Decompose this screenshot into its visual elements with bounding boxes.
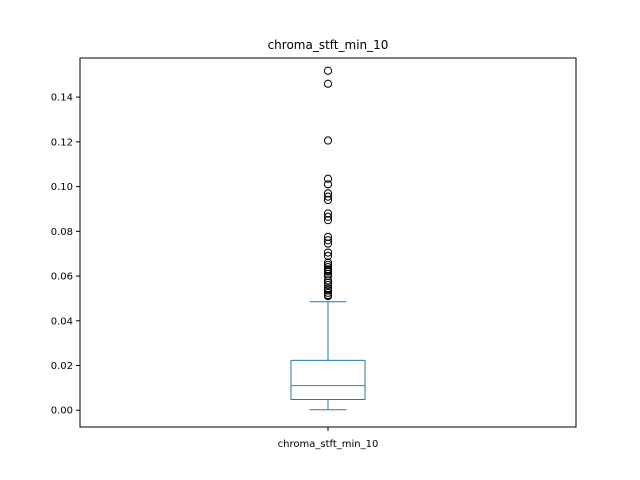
outlier-point [323, 239, 333, 248]
outlier-point [323, 236, 333, 245]
outlier-point [323, 216, 333, 225]
outlier-point [323, 267, 333, 276]
y-tick-label: 0.04 [51, 316, 73, 327]
chart-title: chroma_stft_min_10 [268, 38, 389, 52]
outlier-point [323, 212, 333, 221]
outlier-point [323, 278, 333, 287]
outlier-point [323, 66, 333, 75]
y-tick-label: 0.00 [51, 406, 73, 417]
outlier-point [323, 276, 333, 285]
outlier-point [323, 79, 333, 88]
y-tick-label: 0.14 [51, 93, 73, 104]
outlier-point [323, 174, 333, 183]
plot-frame [79, 57, 577, 428]
y-tick-label: 0.06 [51, 272, 73, 283]
outlier-point [323, 288, 333, 297]
outlier-point [323, 292, 333, 301]
y-axis: 0.00 0.02 0.04 0.06 0.08 0.10 0.12 0.14 [51, 93, 80, 417]
outlier-point [323, 286, 333, 295]
outlier-point [323, 136, 333, 145]
outlier-point [323, 192, 333, 201]
y-tick-label: 0.12 [51, 137, 73, 148]
outlier-point [323, 248, 333, 257]
iqr-box [290, 359, 366, 400]
y-tick-label: 0.10 [51, 182, 73, 193]
y-tick-label: 0.08 [51, 227, 73, 238]
x-tick-label: chroma_stft_min_10 [278, 439, 379, 450]
outlier-point [323, 280, 333, 290]
outlier-point [323, 180, 333, 189]
x-axis: chroma_stft_min_10 [278, 427, 379, 450]
plot-area [79, 57, 577, 428]
outlier-point [323, 195, 333, 205]
y-tick-label: 0.02 [51, 361, 73, 372]
